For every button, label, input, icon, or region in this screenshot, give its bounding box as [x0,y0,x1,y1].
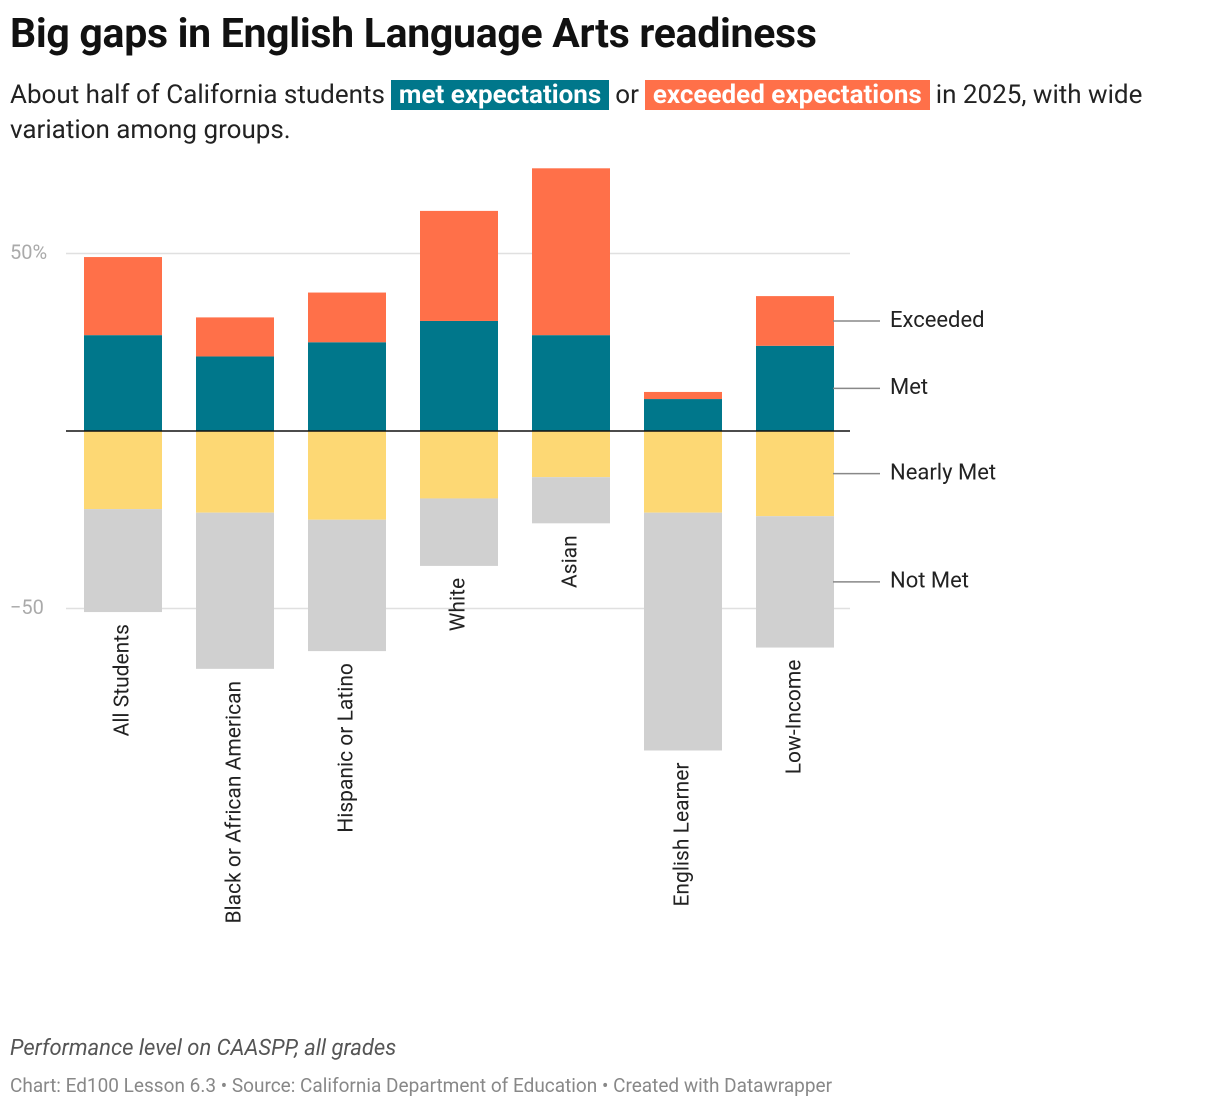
x-tick-label: White [447,578,471,631]
x-tick-label: All Students [111,624,135,736]
bar-segment [644,512,722,751]
bar-segment [196,431,274,513]
subtitle-text: About half of California students [10,80,385,110]
bar-segment [308,431,386,520]
x-tick-label: Asian [559,535,583,588]
bar-segment [756,516,834,648]
x-tick-label: English Learner [671,763,695,907]
bar-segment [308,292,386,343]
bar-segment [644,399,722,431]
bar-segment [196,317,274,357]
subtitle-text: or [615,80,639,110]
bar-segment [420,431,498,499]
bar-segment [84,509,162,613]
legend-label: Not Met [890,569,969,594]
bar-segment [420,210,498,321]
bar-segment [196,356,274,431]
bar-segment [84,257,162,336]
y-tick-label: 50% [10,240,47,264]
legend-label: Met [890,375,928,400]
bar-segment [308,519,386,652]
bar-segment [196,512,274,669]
chart-title: Big gaps in English Language Arts readin… [10,10,817,58]
subtitle-highlight: exceeded expectations [644,80,930,110]
legend-label: Nearly Met [890,460,996,485]
x-tick-label: Black or African American [223,681,247,924]
bar-segment [532,335,610,431]
bar-segment [84,335,162,431]
bar-segment [644,391,722,400]
bar-segment [532,431,610,478]
bar-segment [644,431,722,513]
x-tick-label: Hispanic or Latino [335,663,359,833]
bar-segment [84,431,162,510]
x-tick-label: Low-Income [783,660,807,775]
notes: Performance level on CAASPP, all grades [10,1036,397,1061]
bar-segment [532,168,610,336]
bar-segment [756,296,834,346]
bar-segment [756,345,834,431]
source: Chart: Ed100 Lesson 6.3 • Source: Califo… [10,1074,833,1097]
legend-label: Exceeded [890,308,985,333]
bar-segment [532,477,610,524]
subtitle: About half of California students met exp… [10,78,1190,148]
bar-segment [308,342,386,431]
subtitle-highlight: met expectations [390,80,610,110]
chart: 50% −50 All Students Black or African Ameri… [10,168,996,924]
bar-segment [756,431,834,517]
y-tick-label: −50 [10,595,44,619]
bar-segment [420,320,498,431]
bar-segment [420,498,498,566]
subtitle-text: in 2025, with wide variation among group… [10,80,1143,145]
